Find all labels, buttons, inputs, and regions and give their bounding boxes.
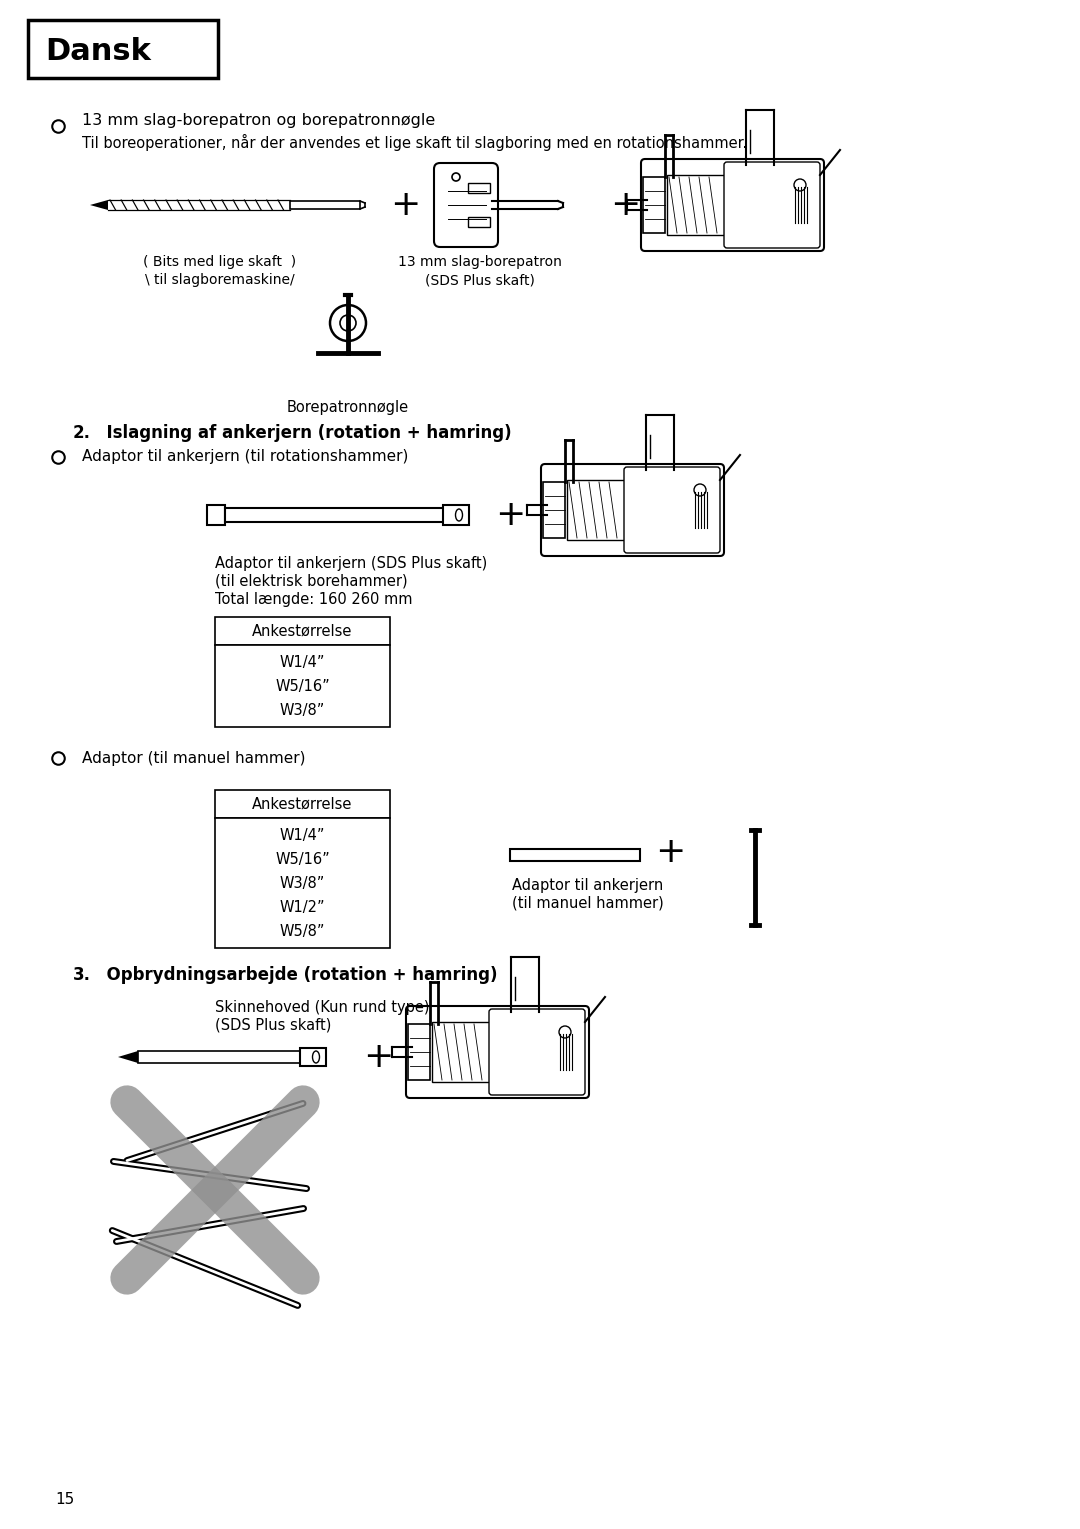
Text: +: + bbox=[654, 835, 685, 868]
Polygon shape bbox=[118, 1050, 138, 1063]
Text: Ankestørrelse: Ankestørrelse bbox=[253, 624, 353, 639]
Bar bbox=[215, 645, 390, 726]
Text: Adaptor til ankerjern: Adaptor til ankerjern bbox=[512, 878, 663, 893]
Ellipse shape bbox=[498, 1038, 512, 1066]
Text: 15: 15 bbox=[55, 1492, 75, 1508]
Text: (til elektrisk borehammer): (til elektrisk borehammer) bbox=[215, 573, 407, 589]
Bar bbox=[408, 1024, 430, 1079]
Polygon shape bbox=[291, 200, 360, 209]
Text: W5/16”: W5/16” bbox=[275, 852, 329, 867]
Text: 2.: 2. bbox=[73, 424, 91, 442]
Ellipse shape bbox=[633, 495, 647, 524]
Text: \ til slagboremaskine/: \ til slagboremaskine/ bbox=[145, 274, 295, 287]
Bar bbox=[300, 1047, 326, 1066]
Text: Islagning af ankerjern (rotation + hamring): Islagning af ankerjern (rotation + hamri… bbox=[95, 424, 512, 442]
Bar bbox=[215, 618, 390, 645]
Bar bbox=[443, 505, 469, 524]
Text: Til boreoperationer, når der anvendes et lige skaft til slagboring med en rotati: Til boreoperationer, når der anvendes et… bbox=[82, 133, 747, 150]
Bar bbox=[215, 818, 390, 948]
Text: W1/2”: W1/2” bbox=[280, 901, 325, 914]
Text: (SDS Plus skaft): (SDS Plus skaft) bbox=[426, 274, 535, 287]
Text: +: + bbox=[390, 188, 420, 222]
Text: Opbrydningsarbejde (rotation + hamring): Opbrydningsarbejde (rotation + hamring) bbox=[95, 966, 498, 985]
FancyBboxPatch shape bbox=[642, 159, 824, 251]
Bar bbox=[432, 1021, 492, 1083]
Text: Adaptor til ankerjern (til rotationshammer): Adaptor til ankerjern (til rotationshamm… bbox=[82, 450, 408, 465]
Bar bbox=[215, 790, 390, 818]
Text: W3/8”: W3/8” bbox=[280, 876, 325, 891]
Circle shape bbox=[559, 1026, 571, 1038]
Text: 13 mm slag-borepatron og borepatronnøgle: 13 mm slag-borepatron og borepatronnøgle bbox=[82, 113, 435, 127]
Text: Ankestørrelse: Ankestørrelse bbox=[253, 797, 353, 812]
Ellipse shape bbox=[456, 509, 462, 521]
Circle shape bbox=[794, 179, 806, 191]
Bar bbox=[468, 217, 490, 226]
Bar bbox=[543, 482, 565, 538]
FancyBboxPatch shape bbox=[724, 162, 820, 248]
Bar bbox=[510, 849, 640, 861]
Text: Total længde: 160 260 mm: Total længde: 160 260 mm bbox=[215, 592, 413, 607]
FancyBboxPatch shape bbox=[406, 1006, 589, 1098]
FancyBboxPatch shape bbox=[434, 164, 498, 248]
Text: W1/4”: W1/4” bbox=[280, 654, 325, 670]
Polygon shape bbox=[138, 1050, 300, 1063]
Text: W5/8”: W5/8” bbox=[280, 924, 325, 939]
Circle shape bbox=[340, 315, 356, 330]
Bar bbox=[28, 20, 218, 78]
Text: W5/16”: W5/16” bbox=[275, 679, 329, 694]
Text: Adaptor til ankerjern (SDS Plus skaft): Adaptor til ankerjern (SDS Plus skaft) bbox=[215, 557, 487, 570]
Polygon shape bbox=[90, 200, 108, 209]
Text: (SDS Plus skaft): (SDS Plus skaft) bbox=[215, 1018, 332, 1034]
Circle shape bbox=[694, 485, 706, 495]
Text: ( Bits med lige skaft  ): ( Bits med lige skaft ) bbox=[144, 255, 297, 269]
Text: Dansk: Dansk bbox=[45, 38, 151, 66]
Bar bbox=[567, 480, 627, 540]
Text: Skinnehoved (Kun rund type): Skinnehoved (Kun rund type) bbox=[215, 1000, 430, 1015]
Text: Borepatronnøgle: Borepatronnøgle bbox=[287, 401, 409, 414]
Bar bbox=[468, 183, 490, 193]
Circle shape bbox=[330, 304, 366, 341]
FancyBboxPatch shape bbox=[489, 1009, 585, 1095]
Text: Adaptor (til manuel hammer): Adaptor (til manuel hammer) bbox=[82, 751, 306, 766]
Text: W3/8”: W3/8” bbox=[280, 703, 325, 719]
Text: 3.: 3. bbox=[73, 966, 91, 985]
Ellipse shape bbox=[733, 191, 747, 219]
FancyBboxPatch shape bbox=[541, 463, 724, 557]
Bar bbox=[225, 508, 445, 521]
Ellipse shape bbox=[312, 1050, 320, 1063]
Text: +: + bbox=[610, 188, 640, 222]
Text: W1/4”: W1/4” bbox=[280, 829, 325, 842]
Text: +: + bbox=[363, 1040, 393, 1073]
FancyBboxPatch shape bbox=[624, 466, 720, 553]
Text: +: + bbox=[495, 498, 525, 532]
Bar bbox=[207, 505, 225, 524]
Text: 13 mm slag-borepatron: 13 mm slag-borepatron bbox=[399, 255, 562, 269]
Bar bbox=[643, 177, 665, 232]
Circle shape bbox=[453, 173, 460, 180]
Bar bbox=[667, 174, 727, 235]
Text: (til manuel hammer): (til manuel hammer) bbox=[512, 896, 664, 911]
